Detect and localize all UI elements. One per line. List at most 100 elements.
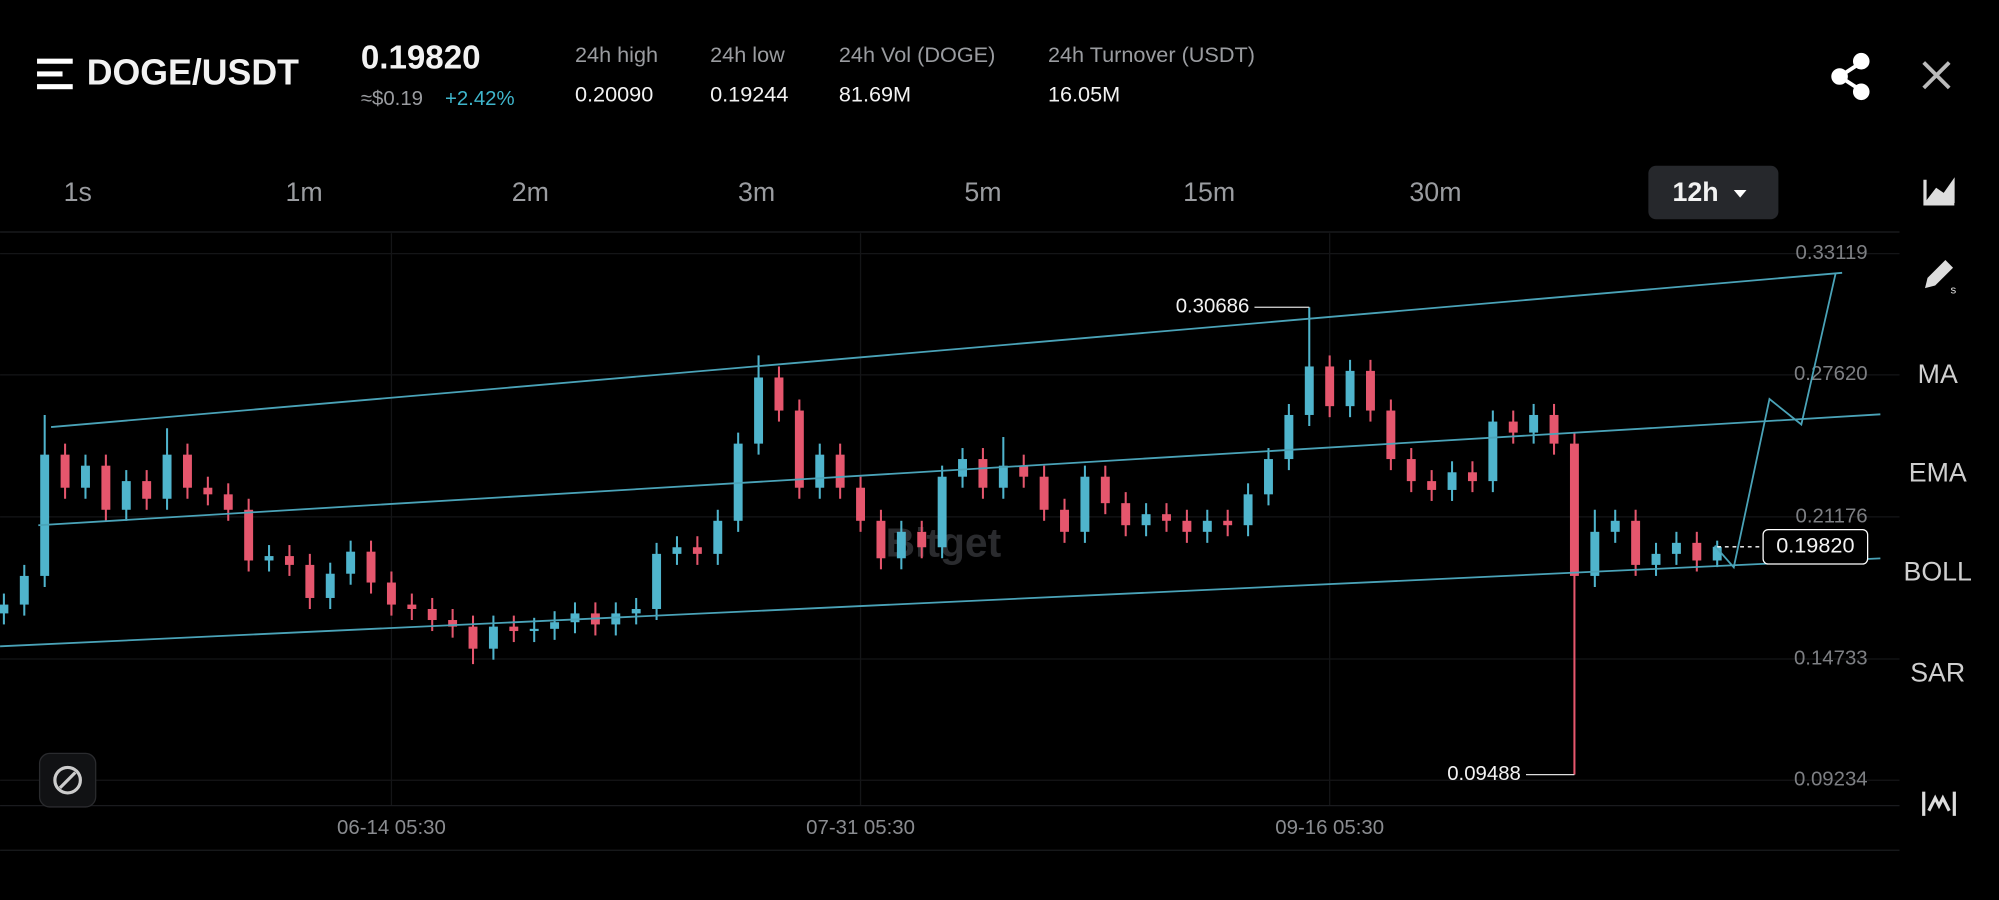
candle-body — [1162, 514, 1171, 521]
candle-body — [509, 626, 519, 632]
candle-body — [876, 520, 886, 559]
timeframe[interactable]: 15m — [1183, 177, 1235, 207]
candle-body — [305, 564, 315, 598]
candle-body — [203, 487, 213, 495]
candle-body — [346, 551, 356, 574]
candle-body — [60, 454, 70, 488]
candle-body — [958, 459, 967, 477]
candle-body — [856, 487, 866, 521]
share-icon[interactable] — [1831, 52, 1870, 101]
candle-body — [81, 465, 90, 488]
y-tick-label: 0.27620 — [1794, 363, 1868, 385]
y-tick-label: 0.14733 — [1794, 647, 1868, 669]
x-tick-label: 09-16 05:30 — [1275, 817, 1384, 839]
y-tick-label: 0.33119 — [1795, 242, 1867, 264]
candle-body — [19, 575, 29, 605]
fullscreen-icon[interactable] — [1922, 791, 1956, 816]
candle-body — [1019, 465, 1029, 477]
candle-body — [815, 454, 825, 488]
stat-value: 81.69M — [839, 81, 911, 106]
candle-body — [325, 573, 335, 598]
reset-button[interactable] — [38, 752, 97, 808]
candle-body — [1406, 459, 1416, 482]
menu-icon[interactable] — [37, 58, 73, 90]
candle-body — [244, 509, 254, 561]
stat-label: 24h low — [710, 42, 785, 67]
candle-body — [1631, 520, 1641, 565]
candle-body — [570, 613, 580, 623]
min-label: 0.09488 — [1447, 763, 1521, 785]
annotations: 0.30686 0.09488 0.19820 — [1176, 296, 1869, 785]
grid: 0.33119 0.27620 0.21176 0.14733 0.09234 06-14… — [0, 233, 1900, 839]
stats: 24h high 0.20090 24h low 0.19244 24h Vol (DO… — [575, 42, 1255, 107]
stat-label: 24h Turnover (USDT) — [1048, 42, 1255, 67]
pair[interactable]: DOGE/USDT — [87, 53, 299, 93]
candle-body — [754, 377, 764, 444]
x-tick-label: 07-31 05:30 — [806, 817, 915, 839]
candle-body — [1141, 514, 1151, 526]
candle-body — [1325, 366, 1335, 407]
candle-body — [774, 377, 784, 411]
timeframe[interactable]: 30m — [1409, 177, 1461, 207]
candle-body — [223, 494, 233, 510]
candle-body — [0, 604, 9, 614]
candles — [0, 307, 1722, 775]
candle-body — [1508, 421, 1518, 433]
candle-body — [448, 620, 458, 627]
timeframes: 1s 1m 2m 3m 5m 15m 30m — [64, 177, 1462, 207]
candle-body — [1100, 476, 1110, 504]
candle-body — [40, 454, 50, 576]
stat-value: 0.20090 — [575, 81, 653, 106]
candle-body — [162, 454, 172, 499]
last-price-box — [1762, 528, 1869, 565]
y-tick-label: 0.21176 — [1795, 505, 1867, 527]
selected-timeframe[interactable]: 12h — [1672, 177, 1718, 207]
candle-body — [998, 465, 1008, 488]
draw-tool-icon[interactable]: s — [1924, 260, 1956, 297]
candle-body — [1121, 503, 1131, 526]
candle-body — [611, 613, 621, 625]
candle-body — [529, 628, 539, 632]
candle-body — [1529, 414, 1539, 433]
chart-type-icon[interactable] — [1923, 177, 1955, 206]
candle-body — [1304, 366, 1314, 415]
close-icon[interactable] — [1922, 61, 1951, 90]
candle-body — [1060, 509, 1069, 532]
candle-body — [1488, 421, 1498, 482]
candle-body — [1569, 443, 1579, 576]
indicator[interactable]: MA — [1918, 359, 1958, 389]
price-change: +2.42% — [445, 88, 515, 110]
candle-body — [672, 547, 682, 554]
timeframe[interactable]: 1m — [286, 177, 323, 207]
indicator[interactable]: SAR — [1910, 657, 1965, 687]
candle-body — [488, 626, 498, 649]
candle-body — [1182, 520, 1192, 532]
candle-body — [1386, 410, 1396, 460]
timeframe[interactable]: 2m — [512, 177, 549, 207]
indicators: MA EMA BOLL SAR — [1904, 359, 1972, 687]
candle-body — [631, 608, 641, 614]
candle-body — [937, 476, 947, 548]
candle-body — [1243, 494, 1253, 526]
candle-body — [366, 551, 376, 583]
candle-body — [1039, 476, 1049, 510]
y-tick-label: 0.09234 — [1794, 769, 1868, 791]
candle-body — [692, 547, 702, 554]
usd-price: ≈$0.19 — [361, 88, 423, 110]
timeframe[interactable]: 1s — [64, 177, 92, 207]
selected-timeframe-bg[interactable] — [1648, 165, 1779, 220]
last-price: 0.19820 — [361, 40, 481, 77]
candle-body — [1366, 370, 1375, 411]
timeframe[interactable]: 5m — [964, 177, 1001, 207]
candle-body — [1712, 546, 1722, 561]
candle-body — [1467, 472, 1477, 482]
indicator[interactable]: BOLL — [1904, 557, 1972, 587]
timeframe[interactable]: 3m — [738, 177, 775, 207]
indicator[interactable]: EMA — [1909, 457, 1967, 487]
candle-body — [835, 454, 845, 488]
candle-body — [468, 626, 478, 649]
candle-body — [121, 481, 131, 510]
channel-drawings — [0, 271, 1881, 648]
candle-body — [713, 520, 723, 554]
